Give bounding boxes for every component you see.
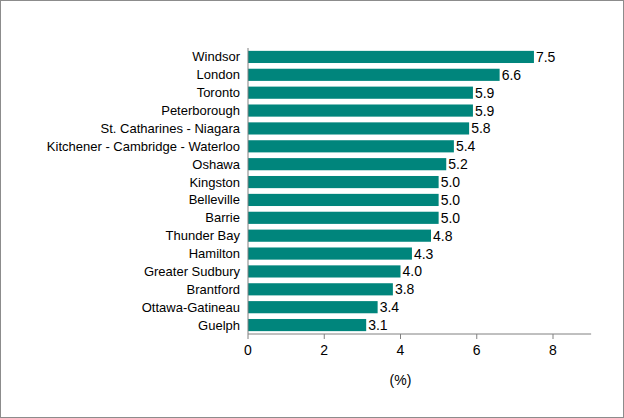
data-label: 5.0 bbox=[441, 192, 461, 208]
category-label: Hamilton bbox=[189, 246, 240, 261]
data-label: 5.0 bbox=[441, 174, 461, 190]
bar bbox=[248, 194, 439, 206]
data-label: 4.0 bbox=[403, 263, 423, 279]
category-label: Windsor bbox=[192, 49, 240, 64]
data-label: 4.8 bbox=[433, 228, 453, 244]
category-label: Guelph bbox=[198, 318, 240, 333]
bar bbox=[248, 51, 534, 63]
bar bbox=[248, 122, 469, 134]
x-tick-label: 8 bbox=[549, 342, 557, 358]
data-label: 5.0 bbox=[441, 210, 461, 226]
data-label: 5.9 bbox=[475, 103, 495, 119]
data-label: 5.9 bbox=[475, 85, 495, 101]
category-label: Toronto bbox=[197, 85, 240, 100]
category-label: Kitchener - Cambridge - Waterloo bbox=[47, 139, 240, 154]
bar bbox=[248, 319, 366, 331]
bar bbox=[248, 265, 401, 277]
category-label: Ottawa-Gatineau bbox=[142, 300, 240, 315]
bar bbox=[248, 247, 412, 259]
category-label: St. Catharines - Niagara bbox=[101, 121, 241, 136]
category-label: Barrie bbox=[205, 210, 240, 225]
bar bbox=[248, 69, 500, 81]
data-label: 3.4 bbox=[380, 299, 400, 315]
x-tick bbox=[324, 334, 325, 339]
category-label: Kingston bbox=[189, 175, 240, 190]
bar bbox=[248, 212, 439, 224]
x-tick bbox=[476, 334, 477, 339]
data-label: 7.5 bbox=[536, 49, 556, 65]
bar bbox=[248, 230, 431, 242]
chart: Windsor 7.5 London 6.6 Toronto 5.9 Peterboroug… bbox=[0, 0, 624, 418]
data-label: 3.1 bbox=[368, 317, 388, 333]
bars bbox=[248, 51, 534, 331]
x-tick bbox=[400, 334, 401, 339]
x-tick bbox=[553, 334, 554, 339]
x-tick-label: 6 bbox=[473, 342, 481, 358]
category-label: Oshawa bbox=[192, 157, 240, 172]
data-label: 4.3 bbox=[414, 246, 434, 262]
data-label: 5.4 bbox=[456, 138, 476, 154]
data-label: 3.8 bbox=[395, 281, 415, 297]
bar bbox=[248, 140, 454, 152]
x-axis-label: (%) bbox=[390, 372, 412, 388]
category-label: Thunder Bay bbox=[166, 228, 241, 243]
x-tick-label: 4 bbox=[397, 342, 405, 358]
bar bbox=[248, 176, 439, 188]
bar bbox=[248, 104, 473, 116]
bar bbox=[248, 87, 473, 99]
x-tick-label: 2 bbox=[320, 342, 328, 358]
data-label: 6.6 bbox=[502, 67, 522, 83]
x-axis-line bbox=[248, 334, 591, 335]
category-label: London bbox=[197, 67, 240, 82]
bar bbox=[248, 301, 378, 313]
category-label: Greater Sudbury bbox=[144, 264, 241, 279]
data-label: 5.2 bbox=[448, 156, 468, 172]
y-axis-line bbox=[248, 48, 249, 334]
category-label: Peterborough bbox=[161, 103, 240, 118]
x-tick bbox=[248, 334, 249, 339]
x-tick-label: 0 bbox=[244, 342, 252, 358]
data-label: 5.8 bbox=[471, 120, 491, 136]
category-label: Brantford bbox=[187, 282, 240, 297]
bar bbox=[248, 283, 393, 295]
category-label: Belleville bbox=[189, 192, 240, 207]
bar bbox=[248, 158, 446, 170]
